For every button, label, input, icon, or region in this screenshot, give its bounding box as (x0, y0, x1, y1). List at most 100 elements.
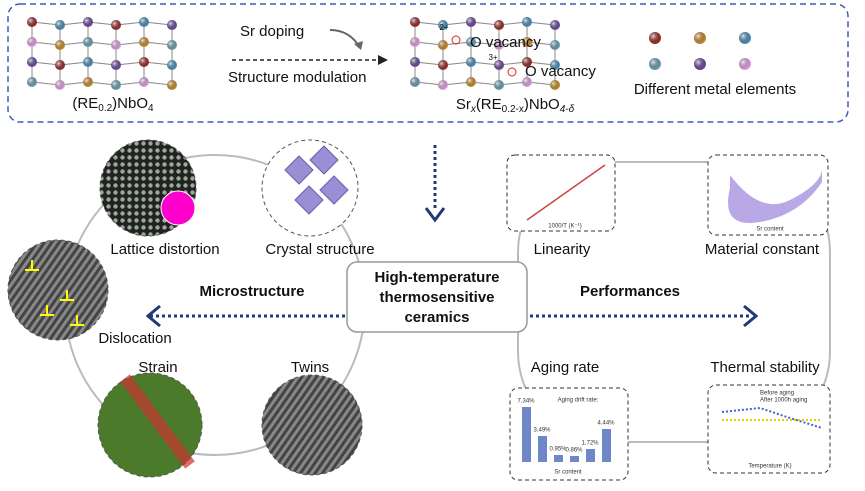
bar-label: 0.86% (565, 448, 583, 454)
down-arrow-head (424, 207, 446, 223)
atom-shine (83, 77, 93, 87)
atom-shine (55, 40, 65, 50)
left-arrow-head (145, 304, 161, 328)
legend-ball-shine (739, 32, 751, 44)
node-label: Dislocation (98, 330, 171, 347)
formula-right: Srx(RE0.2-x)NbO4-δ (456, 96, 575, 115)
o-vacancy: O vacancy (470, 34, 541, 51)
axis-label: Temperature (K) (748, 464, 791, 470)
element-legend (649, 32, 751, 70)
legend-text: Different metal elements (634, 81, 796, 98)
atom-shine (550, 20, 560, 30)
atom-shine (522, 37, 532, 47)
node-label: Lattice distortion (110, 241, 219, 258)
strain-band (120, 374, 195, 469)
band (728, 170, 822, 224)
node-label: Twins (291, 359, 329, 376)
atom-shine (550, 60, 560, 70)
atom-shine (167, 40, 177, 50)
bar-label: 0.95% (549, 447, 567, 453)
atom-shine (494, 60, 504, 70)
top-frame (7, 3, 849, 123)
dislocation-image (7, 239, 109, 341)
atom-shine (139, 17, 149, 27)
inset-title: Aging drift rate: (558, 398, 599, 404)
ion-label: 2+ (439, 23, 448, 32)
octahedra (284, 145, 349, 215)
legend-text: Before aging (760, 391, 794, 397)
linearity-inset (506, 154, 616, 232)
atom-shine (27, 37, 37, 47)
center-title: thermosensitive (379, 289, 494, 306)
fit-line (526, 164, 606, 221)
dislocation-marks (25, 260, 84, 326)
legend-ball-shine (649, 32, 661, 44)
legend-text: After 1000h aging (760, 398, 807, 404)
atom-shine (466, 17, 476, 27)
atom-shine (550, 40, 560, 50)
atom-shine (27, 77, 37, 87)
bar-label: 3.49% (533, 428, 551, 434)
atom-shine (522, 17, 532, 27)
atom-shine (410, 37, 420, 47)
center-title: ceramics (404, 309, 469, 326)
atom-shine (522, 77, 532, 87)
doping-arrow-head (378, 55, 388, 65)
atom-shine (27, 57, 37, 67)
atom-shine (167, 20, 177, 30)
atom-shine (55, 80, 65, 90)
ion-label: 3+ (488, 53, 497, 62)
node-label: Strain (138, 359, 177, 376)
atom-shine (438, 40, 448, 50)
atom-shine (139, 77, 149, 87)
thermal-inset (707, 384, 831, 474)
atom-shine (111, 20, 121, 30)
atom-shine (167, 60, 177, 70)
legend-ball-shine (649, 58, 661, 70)
atom-shine (55, 20, 65, 30)
node-label: Material constant (705, 241, 820, 258)
atom-shine (139, 37, 149, 47)
right-arrow-head (743, 304, 759, 328)
legend-ball-shine (694, 58, 706, 70)
atom-shine (27, 17, 37, 27)
atom-shine (466, 57, 476, 67)
atom-shine (438, 60, 448, 70)
atom-shine (550, 80, 560, 90)
branch-label: Performances (580, 283, 680, 300)
center-box (346, 261, 528, 333)
node-label: Linearity (534, 241, 591, 258)
atom-shine (410, 57, 420, 67)
atom-shine (438, 20, 448, 30)
atom-shine (466, 77, 476, 87)
node-label: Crystal structure (265, 241, 374, 258)
atom-shine (438, 80, 448, 90)
structure-modulation: Structure modulation (228, 69, 366, 86)
atom-shine (55, 60, 65, 70)
atom-shine (410, 17, 420, 27)
atom-shine (83, 37, 93, 47)
atom-shine (139, 57, 149, 67)
axis-label: Sr content (756, 227, 784, 233)
sr-doping: Sr doping (240, 23, 304, 40)
atom-shine (111, 40, 121, 50)
color-wheel (160, 190, 196, 226)
lattice-right (410, 17, 560, 90)
formula-left: (RE0.2)NbO4 (72, 95, 154, 114)
node-label: Aging rate (531, 359, 599, 376)
atom-shine (167, 80, 177, 90)
lattice-left (27, 17, 177, 90)
legend-ball-shine (739, 58, 751, 70)
vacancy-mark (451, 35, 461, 45)
node-label: Thermal stability (710, 359, 820, 376)
axis-label: Sr content (554, 470, 582, 476)
atom-shine (410, 77, 420, 87)
o-vacancy: O vacancy (525, 63, 596, 80)
axis-label: 1000/T (K⁻¹) (548, 224, 581, 230)
atom-shine (494, 40, 504, 50)
aging-labels: 7.34% 3.49% 0.95%0.86%1.72% 4.44% (517, 399, 615, 454)
branch-label: Microstructure (199, 283, 304, 300)
bar-label: 7.34% (517, 399, 535, 405)
atom-shine (111, 60, 121, 70)
